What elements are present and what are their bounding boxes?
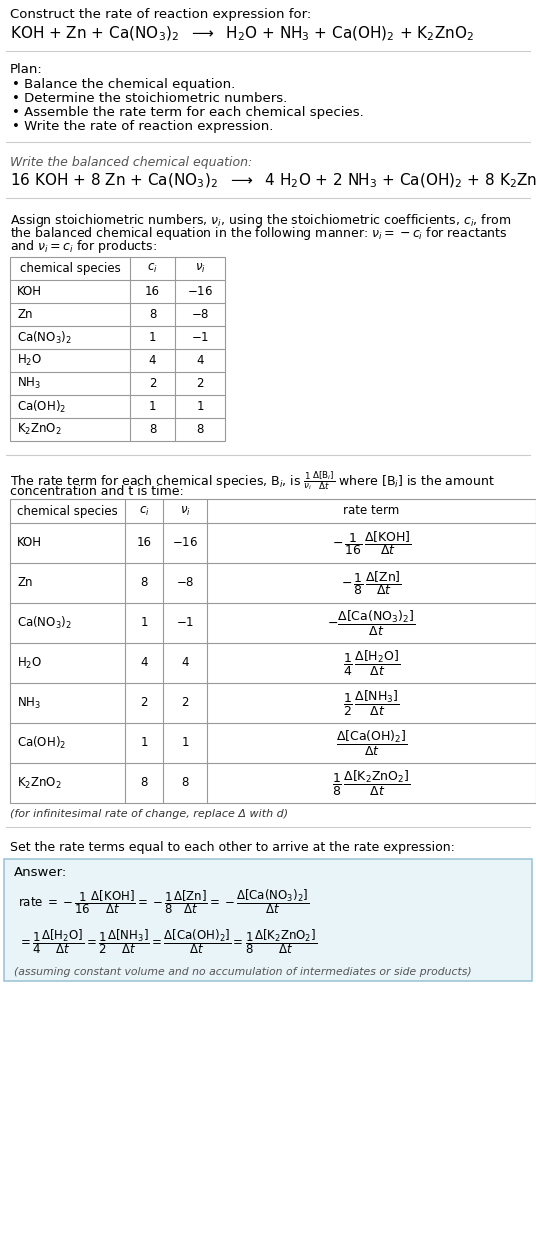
Bar [10, 499, 536, 803]
Text: $-16$: $-16$ [172, 536, 198, 550]
Text: 2: 2 [149, 377, 157, 390]
Text: Write the balanced chemical equation:: Write the balanced chemical equation: [10, 156, 252, 169]
Text: and $\nu_i = c_i$ for products:: and $\nu_i = c_i$ for products: [10, 238, 157, 255]
Text: Ca(NO$_3$)$_2$: Ca(NO$_3$)$_2$ [17, 615, 72, 632]
Text: • Balance the chemical equation.: • Balance the chemical equation. [12, 78, 235, 91]
Text: 8: 8 [149, 423, 156, 437]
Text: Construct the rate of reaction expression for:: Construct the rate of reaction expressio… [10, 8, 311, 21]
Text: NH$_3$: NH$_3$ [17, 696, 41, 711]
Text: Zn: Zn [17, 576, 33, 590]
Text: $-8$: $-8$ [191, 308, 209, 321]
Text: chemical species: chemical species [17, 504, 118, 517]
Text: Answer:: Answer: [14, 866, 67, 879]
Text: chemical species: chemical species [20, 262, 121, 276]
Text: $\nu_i$: $\nu_i$ [180, 504, 190, 517]
Text: $-8$: $-8$ [176, 576, 194, 590]
Text: KOH: KOH [17, 536, 42, 550]
Text: $-1$: $-1$ [191, 331, 209, 343]
Text: 4: 4 [196, 353, 204, 367]
Text: concentration and t is time:: concentration and t is time: [10, 486, 184, 498]
Text: • Determine the stoichiometric numbers.: • Determine the stoichiometric numbers. [12, 92, 287, 104]
Text: K$_2$ZnO$_2$: K$_2$ZnO$_2$ [17, 421, 62, 437]
Text: 2: 2 [181, 697, 189, 710]
Text: $\nu_i$: $\nu_i$ [195, 262, 205, 276]
Text: Plan:: Plan: [10, 63, 43, 75]
Text: Zn: Zn [17, 308, 33, 321]
Text: 1: 1 [181, 736, 189, 750]
Text: 1: 1 [140, 616, 148, 629]
Bar [10, 257, 225, 442]
Text: $\dfrac{\Delta[\mathrm{Ca(OH)_2}]}{\Delta t}$: $\dfrac{\Delta[\mathrm{Ca(OH)_2}]}{\Delt… [336, 728, 407, 757]
Text: rate $= -\dfrac{1}{16}\dfrac{\Delta[\mathrm{KOH}]}{\Delta t} = -\dfrac{1}{8}\dfr: rate $= -\dfrac{1}{16}\dfrac{\Delta[\mat… [18, 887, 309, 916]
Text: $c_i$: $c_i$ [147, 262, 158, 276]
Text: $= \dfrac{1}{4}\dfrac{\Delta[\mathrm{H_2O}]}{\Delta t} = \dfrac{1}{2}\dfrac{\Del: $= \dfrac{1}{4}\dfrac{\Delta[\mathrm{H_2… [18, 927, 317, 956]
Text: H$_2$O: H$_2$O [17, 353, 42, 369]
Text: 8: 8 [196, 423, 204, 437]
Text: 2: 2 [196, 377, 204, 390]
Text: • Write the rate of reaction expression.: • Write the rate of reaction expression. [12, 120, 273, 133]
Text: $-1$: $-1$ [176, 616, 194, 629]
Text: 4: 4 [149, 353, 157, 367]
Text: The rate term for each chemical species, B$_i$, is $\frac{1}{\nu_i}\frac{\Delta[: The rate term for each chemical species,… [10, 469, 495, 492]
Text: Assign stoichiometric numbers, $\nu_i$, using the stoichiometric coefficients, $: Assign stoichiometric numbers, $\nu_i$, … [10, 213, 511, 229]
Text: Ca(OH)$_2$: Ca(OH)$_2$ [17, 399, 66, 415]
Text: (assuming constant volume and no accumulation of intermediates or side products): (assuming constant volume and no accumul… [14, 967, 472, 977]
Text: KOH: KOH [17, 286, 42, 298]
Text: $\dfrac{1}{4}\,\dfrac{\Delta[\mathrm{H_2O}]}{\Delta t}$: $\dfrac{1}{4}\,\dfrac{\Delta[\mathrm{H_2… [343, 648, 400, 678]
Text: 8: 8 [140, 776, 148, 790]
Text: 2: 2 [140, 697, 148, 710]
Text: the balanced chemical equation in the following manner: $\nu_i = -c_i$ for react: the balanced chemical equation in the fo… [10, 225, 508, 242]
Text: H$_2$O: H$_2$O [17, 655, 42, 671]
Text: 8: 8 [149, 308, 156, 321]
Text: Ca(OH)$_2$: Ca(OH)$_2$ [17, 735, 66, 751]
Text: 1: 1 [149, 400, 157, 413]
Text: 16 KOH + 8 Zn + Ca(NO$_3$)$_2$  $\longrightarrow$  4 H$_2$O + 2 NH$_3$ + Ca(OH)$: 16 KOH + 8 Zn + Ca(NO$_3$)$_2$ $\longrig… [10, 172, 536, 190]
Text: $-\,\dfrac{1}{16}\,\dfrac{\Delta[\mathrm{KOH}]}{\Delta t}$: $-\,\dfrac{1}{16}\,\dfrac{\Delta[\mathrm… [332, 530, 411, 557]
Text: (for infinitesimal rate of change, replace Δ with d): (for infinitesimal rate of change, repla… [10, 809, 288, 819]
Text: 1: 1 [196, 400, 204, 413]
Text: 1: 1 [140, 736, 148, 750]
Text: 16: 16 [145, 286, 160, 298]
Text: $\dfrac{1}{8}\,\dfrac{\Delta[\mathrm{K_2ZnO_2}]}{\Delta t}$: $\dfrac{1}{8}\,\dfrac{\Delta[\mathrm{K_2… [332, 769, 411, 798]
Text: Ca(NO$_3$)$_2$: Ca(NO$_3$)$_2$ [17, 330, 72, 346]
Text: • Assemble the rate term for each chemical species.: • Assemble the rate term for each chemic… [12, 106, 364, 120]
Text: $\dfrac{1}{2}\,\dfrac{\Delta[\mathrm{NH_3}]}{\Delta t}$: $\dfrac{1}{2}\,\dfrac{\Delta[\mathrm{NH_… [343, 688, 400, 717]
Text: 4: 4 [140, 657, 148, 669]
Text: 16: 16 [137, 536, 152, 550]
Text: $-16$: $-16$ [187, 286, 213, 298]
Text: 1: 1 [149, 331, 157, 343]
Text: 8: 8 [140, 576, 148, 590]
Text: rate term: rate term [344, 504, 400, 517]
Text: KOH + Zn + Ca(NO$_3$)$_2$  $\longrightarrow$  H$_2$O + NH$_3$ + Ca(OH)$_2$ + K$_: KOH + Zn + Ca(NO$_3$)$_2$ $\longrightarr… [10, 25, 474, 43]
Text: 8: 8 [181, 776, 189, 790]
Text: $c_i$: $c_i$ [139, 504, 150, 517]
Text: $-\,\dfrac{1}{8}\,\dfrac{\Delta[\mathrm{Zn}]}{\Delta t}$: $-\,\dfrac{1}{8}\,\dfrac{\Delta[\mathrm{… [341, 569, 402, 598]
Text: NH$_3$: NH$_3$ [17, 376, 41, 391]
Text: 4: 4 [181, 657, 189, 669]
Text: Set the rate terms equal to each other to arrive at the rate expression:: Set the rate terms equal to each other t… [10, 842, 455, 854]
FancyBboxPatch shape [4, 859, 532, 981]
Text: $-\dfrac{\Delta[\mathrm{Ca(NO_3)_2}]}{\Delta t}$: $-\dfrac{\Delta[\mathrm{Ca(NO_3)_2}]}{\D… [327, 609, 415, 638]
Text: K$_2$ZnO$_2$: K$_2$ZnO$_2$ [17, 775, 62, 790]
